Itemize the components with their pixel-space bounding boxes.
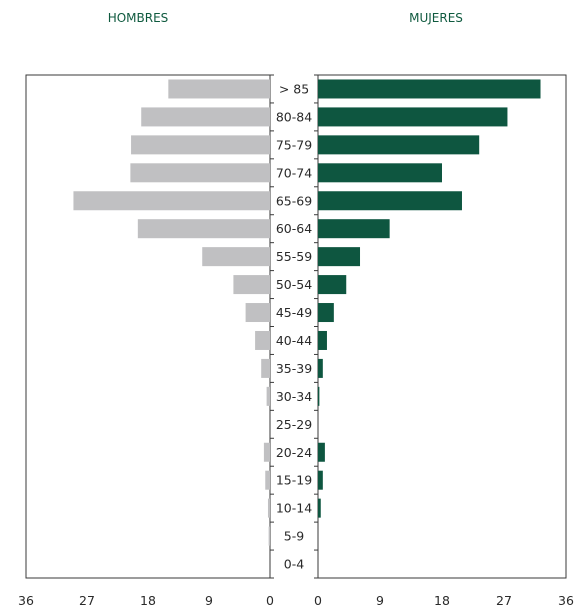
bar-mujeres bbox=[318, 330, 327, 350]
age-group-label: 50-54 bbox=[276, 277, 312, 292]
x-tick-label: 18 bbox=[434, 593, 450, 608]
age-group-label: 35-39 bbox=[276, 361, 312, 376]
age-group-label: 55-59 bbox=[276, 249, 312, 264]
age-group-label: 40-44 bbox=[276, 333, 312, 348]
bar-mujeres bbox=[318, 191, 462, 211]
bar-hombres bbox=[263, 442, 270, 462]
bar-hombres bbox=[137, 219, 270, 239]
age-group-label: 25-29 bbox=[276, 417, 312, 432]
age-group-label: 20-24 bbox=[276, 445, 312, 460]
bar-mujeres bbox=[318, 163, 442, 183]
x-tick-label: 36 bbox=[18, 593, 34, 608]
bar-hombres bbox=[267, 498, 270, 518]
bar-mujeres bbox=[318, 107, 508, 127]
bar-mujeres bbox=[318, 470, 323, 490]
x-tick-label: 0 bbox=[314, 593, 322, 608]
bar-hombres bbox=[73, 191, 270, 211]
header-hombres: HOMBRES bbox=[108, 11, 169, 25]
x-tick-label: 27 bbox=[79, 593, 95, 608]
bar-hombres bbox=[261, 358, 270, 378]
bar-hombres bbox=[202, 247, 270, 267]
right-panel-mujeres bbox=[314, 74, 567, 579]
age-group-label: 65-69 bbox=[276, 193, 312, 208]
x-axis-ticks: 36 27 18 9 0 0 9 18 27 36 bbox=[18, 593, 574, 608]
x-tick-label: 9 bbox=[376, 593, 384, 608]
bar-hombres bbox=[233, 275, 270, 295]
bar-hombres bbox=[265, 470, 270, 490]
x-tick-label: 27 bbox=[496, 593, 512, 608]
bar-mujeres bbox=[318, 135, 480, 155]
x-tick-label: 36 bbox=[558, 593, 574, 608]
bar-mujeres bbox=[318, 442, 325, 462]
age-group-label: 15-19 bbox=[276, 473, 312, 488]
x-tick-label: 9 bbox=[205, 593, 213, 608]
bar-mujeres bbox=[318, 247, 361, 267]
age-group-label: 30-34 bbox=[276, 389, 312, 404]
age-labels: > 85 80-84 75-79 70-74 65-69 60-64 55-59 50-54 4… bbox=[276, 81, 312, 571]
left-panel-hombres bbox=[25, 74, 274, 579]
bar-hombres bbox=[131, 135, 270, 155]
bar-mujeres bbox=[318, 275, 347, 295]
bar-hombres bbox=[141, 107, 270, 127]
age-group-label: 75-79 bbox=[276, 137, 312, 152]
bar-mujeres bbox=[318, 303, 334, 323]
bar-hombres bbox=[168, 79, 270, 99]
age-group-label: 0-4 bbox=[284, 557, 304, 572]
bar-hombres bbox=[130, 163, 270, 183]
age-group-label: 45-49 bbox=[276, 305, 312, 320]
bar-hombres bbox=[266, 386, 270, 406]
bar-mujeres bbox=[318, 79, 541, 99]
x-tick-label: 18 bbox=[140, 593, 156, 608]
age-group-label: 5-9 bbox=[284, 529, 304, 544]
bar-mujeres bbox=[318, 498, 321, 518]
header-mujeres: MUJERES bbox=[409, 11, 463, 25]
bar-hombres bbox=[255, 330, 270, 350]
bar-mujeres bbox=[318, 219, 390, 239]
age-group-label: 80-84 bbox=[276, 109, 312, 124]
age-group-label: 60-64 bbox=[276, 221, 312, 236]
bar-mujeres bbox=[318, 386, 320, 406]
age-group-label: > 85 bbox=[279, 81, 309, 96]
age-group-label: 70-74 bbox=[276, 165, 312, 180]
age-group-label: 10-14 bbox=[276, 501, 312, 516]
bar-mujeres bbox=[318, 358, 323, 378]
bar-hombres bbox=[268, 526, 270, 546]
bar-hombres bbox=[245, 303, 270, 323]
x-tick-label: 0 bbox=[266, 593, 274, 608]
